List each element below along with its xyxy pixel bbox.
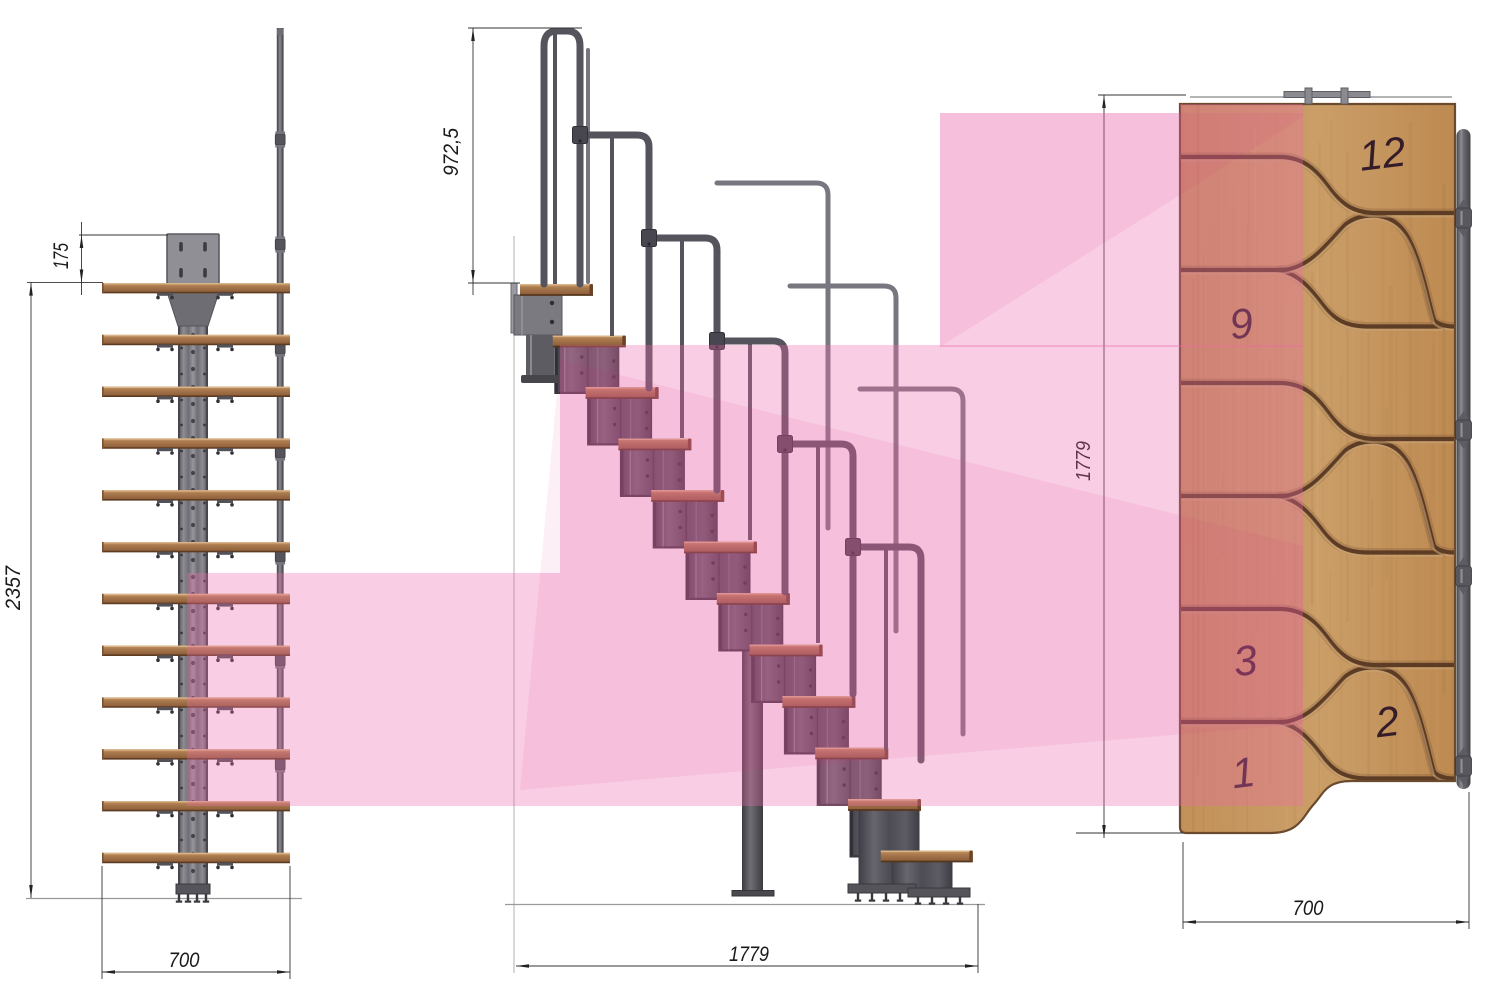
svg-text:700: 700 [1293, 897, 1324, 920]
svg-text:972,5: 972,5 [440, 128, 463, 176]
svg-text:9: 9 [1227, 299, 1256, 348]
svg-text:1: 1 [1229, 748, 1258, 797]
svg-text:2: 2 [1372, 697, 1402, 747]
svg-text:1779: 1779 [1073, 441, 1095, 481]
svg-text:3: 3 [1231, 636, 1260, 685]
svg-text:175: 175 [50, 243, 73, 269]
svg-text:1779: 1779 [729, 942, 769, 966]
svg-text:12: 12 [1356, 127, 1408, 179]
svg-text:700: 700 [169, 949, 200, 972]
svg-text:2357: 2357 [2, 565, 25, 611]
